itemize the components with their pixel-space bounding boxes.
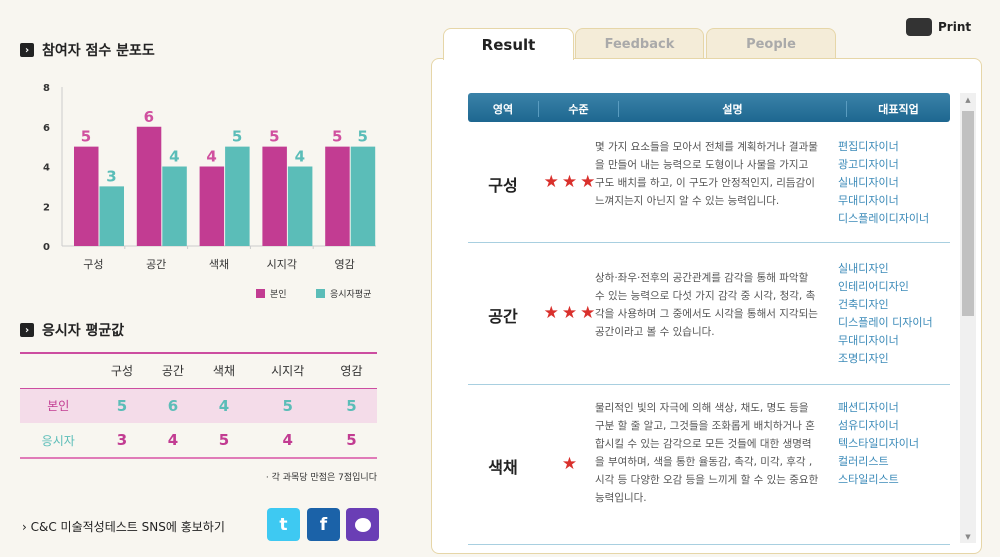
job-link[interactable]: 패션디자이너 xyxy=(838,401,899,414)
max-score-note: · 각 과목당 만점은 7점입니다 xyxy=(265,473,377,483)
data-label: 6 xyxy=(144,108,154,126)
job-link[interactable]: 스타일리스트 xyxy=(838,473,899,486)
scrollbar-thumb[interactable] xyxy=(962,111,974,316)
scroll-down-icon[interactable]: ▼ xyxy=(965,533,971,541)
y-tick-label: 4 xyxy=(43,163,50,174)
bar-average xyxy=(350,146,376,246)
y-tick-label: 6 xyxy=(43,123,50,134)
area-description: 몇 가지 요소들을 모아서 전체를 계획하거나 결과물을 만들어 내는 능력으로… xyxy=(595,140,818,207)
bar-self xyxy=(199,166,225,246)
bar-self xyxy=(325,146,350,246)
area-description: 물리적인 빛의 자극에 의해 색상, 채도, 명도 등을 구분 할 줄 알고, … xyxy=(595,402,819,504)
legend-label: 응시자평균 xyxy=(330,289,371,300)
tab-result[interactable]: Result xyxy=(443,28,574,60)
print-button[interactable]: Print xyxy=(906,18,971,36)
x-tick-label: 공간 xyxy=(146,258,166,271)
table-row: 본인 5 6 4 5 5 xyxy=(20,388,377,423)
bar-self xyxy=(74,146,99,246)
job-link[interactable]: 편집디자이너 xyxy=(838,139,899,153)
score-section-title: › 참여자 점수 분포도 xyxy=(20,40,155,60)
scrollbar[interactable]: ▲ ▼ xyxy=(960,93,976,543)
chevron-right-icon: › xyxy=(20,43,34,57)
chat-bubble-icon xyxy=(354,517,371,532)
result-table-header: 영역 수준 설명 대표직업 xyxy=(468,93,950,122)
col-header: 구성 xyxy=(110,364,134,379)
average-table: 구성 공간 색채 시지각 영감 본인 5 6 4 5 5 응시자 3 4 5 4 5 xyxy=(20,352,377,459)
job-link[interactable]: 실내디자인 xyxy=(838,262,889,275)
data-label: 3 xyxy=(106,167,116,185)
legend-label: 본인 xyxy=(270,289,287,300)
data-label: 5 xyxy=(232,128,242,146)
star-rating: ★★★ xyxy=(543,171,599,192)
col-header: 시지각 xyxy=(271,364,305,379)
chevron-right-icon: › xyxy=(20,323,34,337)
bar-self xyxy=(136,126,162,246)
data-label: 5 xyxy=(332,128,342,146)
area-name: 구성 xyxy=(488,175,518,195)
tab-people[interactable]: People xyxy=(706,28,836,59)
table-row: 응시자 3 4 5 4 5 xyxy=(20,423,377,458)
bar-average xyxy=(162,166,187,246)
bar-self xyxy=(262,146,287,246)
y-tick-label: 8 xyxy=(43,83,50,94)
data-label: 5 xyxy=(269,128,279,146)
job-link[interactable]: 디스플레이 디자이너 xyxy=(838,316,933,329)
job-link[interactable]: 광고디자이너 xyxy=(838,157,899,171)
kakaostory-share-button[interactable] xyxy=(346,508,379,541)
twitter-icon: t xyxy=(279,514,288,535)
bar-average xyxy=(225,146,250,246)
job-link[interactable]: 텍스타일디자이너 xyxy=(838,437,919,450)
y-tick-label: 0 xyxy=(43,242,50,253)
job-link[interactable]: 인테리어디자인 xyxy=(838,280,909,293)
job-link[interactable]: 건축디자인 xyxy=(838,298,889,311)
area-name: 공간 xyxy=(488,307,518,326)
job-link[interactable]: 조명디자인 xyxy=(838,352,889,365)
x-tick-label: 색채 xyxy=(209,258,229,271)
data-label: 5 xyxy=(357,128,367,146)
bar-average xyxy=(287,166,313,246)
job-link[interactable]: 디스플레이디자이너 xyxy=(838,211,930,225)
job-link[interactable]: 무대디자이너 xyxy=(838,334,899,347)
col-header: 공간 xyxy=(161,364,185,379)
scroll-up-icon[interactable]: ▲ xyxy=(965,96,971,104)
result-row: 공간 ★★★ 상하·좌우·전후의 공간관계를 감각을 통해 파악할 수 있는 능… xyxy=(468,243,950,385)
x-tick-label: 영감 xyxy=(334,258,354,271)
col-header: 영감 xyxy=(340,364,363,379)
facebook-share-button[interactable]: f xyxy=(307,508,340,541)
data-label: 4 xyxy=(295,148,305,166)
twitter-share-button[interactable]: t xyxy=(267,508,300,541)
result-row: 구성 ★★★ 몇 가지 요소들을 모아서 전체를 계획하거나 결과물을 만들어 … xyxy=(468,122,950,243)
job-link[interactable]: 컬러리스트 xyxy=(838,455,889,468)
legend-swatch xyxy=(256,289,265,298)
col-header: 색채 xyxy=(212,364,236,379)
data-label: 4 xyxy=(169,148,179,166)
printer-icon xyxy=(906,18,932,36)
x-tick-label: 구성 xyxy=(83,258,103,271)
star-rating: ★★★ xyxy=(543,303,599,323)
facebook-icon: f xyxy=(319,514,328,535)
bar-average xyxy=(99,186,124,246)
avg-section-title: › 응시자 평균값 xyxy=(20,320,124,340)
data-label: 4 xyxy=(206,148,216,166)
job-link[interactable]: 무대디자이너 xyxy=(838,193,899,207)
area-description: 상하·좌우·전후의 공간관계를 감각을 통해 파악할 수 있는 능력으로 다섯 … xyxy=(595,272,818,338)
sns-share-label: › C&C 미술적성테스트 SNS에 홍보하기 xyxy=(22,520,225,534)
result-row: 색채 ★ 물리적인 빛의 자극에 의해 색상, 채도, 명도 등을 구분 할 줄… xyxy=(468,385,950,545)
star-rating: ★ xyxy=(561,454,581,474)
legend-swatch xyxy=(316,289,325,298)
result-panel xyxy=(431,58,982,554)
tab-feedback[interactable]: Feedback xyxy=(575,28,704,59)
job-link[interactable]: 섬유디자이너 xyxy=(838,419,899,432)
data-label: 5 xyxy=(81,128,91,146)
x-tick-label: 시지각 xyxy=(267,258,297,271)
area-name: 색채 xyxy=(488,458,518,477)
job-link[interactable]: 실내디자이너 xyxy=(838,175,899,189)
y-tick-label: 2 xyxy=(43,202,50,213)
